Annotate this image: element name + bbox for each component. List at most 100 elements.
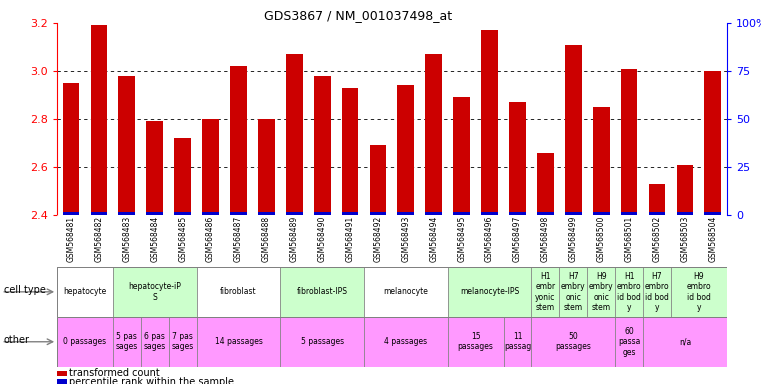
Text: GSM568504: GSM568504 <box>708 216 718 262</box>
Text: 15
passages: 15 passages <box>457 332 494 351</box>
Bar <box>370 146 387 215</box>
Bar <box>169 317 196 367</box>
Bar <box>531 317 615 367</box>
Text: GSM568500: GSM568500 <box>597 216 606 262</box>
Bar <box>202 212 219 215</box>
Text: H9
embry
onic
stem: H9 embry onic stem <box>589 272 613 312</box>
Bar <box>643 267 671 317</box>
Bar <box>113 317 141 367</box>
Bar <box>230 66 247 215</box>
Bar <box>119 76 135 215</box>
Bar <box>286 212 303 215</box>
Bar <box>454 98 470 215</box>
Bar <box>677 212 693 215</box>
Bar <box>425 54 442 215</box>
Bar <box>397 212 414 215</box>
Text: GSM568482: GSM568482 <box>94 216 103 262</box>
Text: 5 pas
sages: 5 pas sages <box>116 332 138 351</box>
Text: GSM568503: GSM568503 <box>680 216 689 262</box>
Bar <box>119 212 135 215</box>
Bar <box>447 317 504 367</box>
Bar <box>230 212 247 215</box>
Text: H9
embro
id bod
y: H9 embro id bod y <box>686 272 712 312</box>
Bar <box>537 212 554 215</box>
Bar <box>677 165 693 215</box>
Bar <box>342 212 358 215</box>
Text: 6 pas
sages: 6 pas sages <box>144 332 166 351</box>
Bar <box>615 267 643 317</box>
Bar <box>141 317 169 367</box>
Bar <box>62 212 79 215</box>
Text: percentile rank within the sample: percentile rank within the sample <box>69 377 234 384</box>
Bar <box>648 184 665 215</box>
Bar <box>57 317 113 367</box>
Text: 11
passag: 11 passag <box>504 332 531 351</box>
Bar <box>481 212 498 215</box>
Bar <box>364 267 447 317</box>
Bar <box>202 119 219 215</box>
Text: GSM568487: GSM568487 <box>234 216 243 262</box>
Text: H7
embry
onic
stem: H7 embry onic stem <box>561 272 586 312</box>
Text: hepatocyte: hepatocyte <box>63 287 107 296</box>
Text: fibroblast: fibroblast <box>220 287 256 296</box>
Bar <box>174 212 191 215</box>
Bar <box>671 267 727 317</box>
Text: n/a: n/a <box>679 337 691 346</box>
Bar <box>705 212 721 215</box>
Text: GSM568488: GSM568488 <box>262 216 271 262</box>
Text: melanocyte: melanocyte <box>384 287 428 296</box>
Bar <box>91 25 107 215</box>
Bar <box>648 212 665 215</box>
Text: GSM568483: GSM568483 <box>123 216 132 262</box>
Text: other: other <box>4 335 30 345</box>
Text: GSM568481: GSM568481 <box>66 216 75 262</box>
Bar <box>91 212 107 215</box>
Bar <box>481 30 498 215</box>
Bar <box>196 267 280 317</box>
Text: GSM568502: GSM568502 <box>652 216 661 262</box>
Bar <box>537 152 554 215</box>
Text: 50
passages: 50 passages <box>556 332 591 351</box>
Bar <box>565 212 581 215</box>
Text: GSM568486: GSM568486 <box>206 216 215 262</box>
Bar <box>565 45 581 215</box>
Text: GSM568497: GSM568497 <box>513 216 522 262</box>
Text: 60
passa
ges: 60 passa ges <box>618 327 640 357</box>
Bar <box>397 86 414 215</box>
Bar <box>643 317 727 367</box>
Bar <box>314 212 330 215</box>
Bar <box>587 267 615 317</box>
Bar <box>146 121 163 215</box>
Text: 7 pas
sages: 7 pas sages <box>171 332 194 351</box>
Text: GSM568492: GSM568492 <box>374 216 383 262</box>
Bar <box>280 267 364 317</box>
Bar <box>621 69 638 215</box>
Bar <box>113 267 196 317</box>
Text: GSM568501: GSM568501 <box>625 216 634 262</box>
Bar <box>286 54 303 215</box>
Text: GSM568489: GSM568489 <box>290 216 299 262</box>
Text: GSM568485: GSM568485 <box>178 216 187 262</box>
Text: melanocyte-IPS: melanocyte-IPS <box>460 287 519 296</box>
Text: GSM568493: GSM568493 <box>401 216 410 262</box>
Bar <box>593 107 610 215</box>
Bar <box>705 71 721 215</box>
Bar <box>196 317 280 367</box>
Bar <box>593 212 610 215</box>
Text: GSM568496: GSM568496 <box>485 216 494 262</box>
Bar <box>62 83 79 215</box>
Text: 14 passages: 14 passages <box>215 337 263 346</box>
Text: H7
embro
id bod
y: H7 embro id bod y <box>645 272 670 312</box>
Text: transformed count: transformed count <box>69 368 160 378</box>
Bar <box>57 267 113 317</box>
Bar <box>146 212 163 215</box>
Bar <box>314 76 330 215</box>
Text: GSM568491: GSM568491 <box>345 216 355 262</box>
Bar <box>509 102 526 215</box>
Title: GDS3867 / NM_001037498_at: GDS3867 / NM_001037498_at <box>264 9 453 22</box>
Bar <box>615 317 643 367</box>
Bar <box>504 317 531 367</box>
Text: GSM568499: GSM568499 <box>568 216 578 262</box>
Text: GSM568495: GSM568495 <box>457 216 466 262</box>
Bar <box>454 212 470 215</box>
